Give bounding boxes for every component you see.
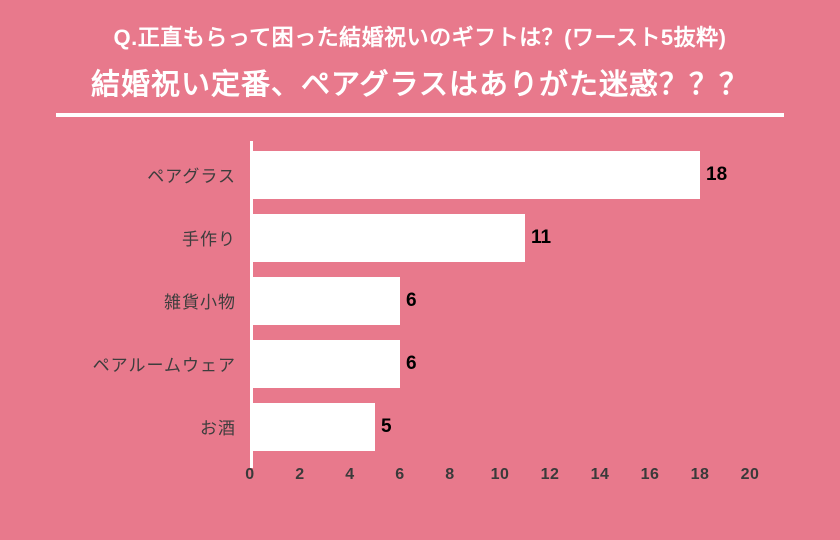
chart-row: ペアグラス 18 — [0, 143, 840, 206]
bar-track: 5 — [250, 402, 750, 451]
bar — [250, 402, 375, 451]
category-label: 手作り — [182, 230, 236, 249]
value-label: 11 — [531, 226, 552, 248]
bar-track: 6 — [250, 339, 750, 388]
value-label: 5 — [381, 415, 392, 437]
chart-subtitle: Q.正直もらって困った結婚祝いのギフトは？(ワースト5抜粋) — [113, 25, 727, 50]
bar — [250, 150, 700, 199]
category-label: ペアグラス — [147, 167, 236, 186]
bar — [250, 339, 400, 388]
chart-row: ペアルームウェア 6 — [0, 332, 840, 395]
x-tick-label: 2 — [295, 466, 305, 483]
x-axis-ticks: 0 2 4 6 8 10 12 14 16 18 20 — [245, 466, 759, 492]
chart-header: Q.正直もらって困った結婚祝いのギフトは？(ワースト5抜粋) 結婚祝い定番、ペア… — [0, 0, 840, 117]
bar — [250, 276, 400, 325]
category-label: ペアルームウェア — [92, 356, 236, 375]
category-label: 雑貨小物 — [164, 293, 236, 312]
x-tick-label: 12 — [540, 466, 560, 483]
x-tick-label: 10 — [490, 466, 510, 483]
chart-row: お酒 5 — [0, 395, 840, 458]
chart-row: 手作り 11 — [0, 206, 840, 269]
x-tick-label: 14 — [590, 466, 610, 483]
bar — [250, 213, 525, 262]
value-label: 6 — [406, 352, 417, 374]
bar-track: 18 — [250, 150, 750, 199]
chart-rows: ペアグラス 18 手作り 11 雑貨小物 6 ペアルームウェア 6 お酒 5 — [0, 141, 840, 468]
value-label: 6 — [406, 289, 417, 311]
x-tick-label: 8 — [445, 466, 455, 483]
x-tick-label: 4 — [345, 466, 355, 483]
x-tick-label: 18 — [690, 466, 710, 483]
x-tick-label: 20 — [740, 466, 760, 483]
x-tick-label: 0 — [245, 466, 255, 483]
x-tick-label: 6 — [395, 466, 405, 483]
bar-track: 11 — [250, 213, 750, 262]
chart-title: 結婚祝い定番、ペアグラスはありがた迷惑？？？ — [91, 69, 749, 101]
chart-row: 雑貨小物 6 — [0, 269, 840, 332]
bar-chart: ペアグラス 18 手作り 11 雑貨小物 6 ペアルームウェア 6 お酒 5 0 2 4 6 8 10 12 1… — [0, 141, 840, 492]
bar-track: 6 — [250, 276, 750, 325]
category-label: お酒 — [200, 419, 236, 438]
x-tick-label: 16 — [640, 466, 660, 483]
title-underline — [56, 113, 784, 117]
value-label: 18 — [706, 163, 728, 185]
